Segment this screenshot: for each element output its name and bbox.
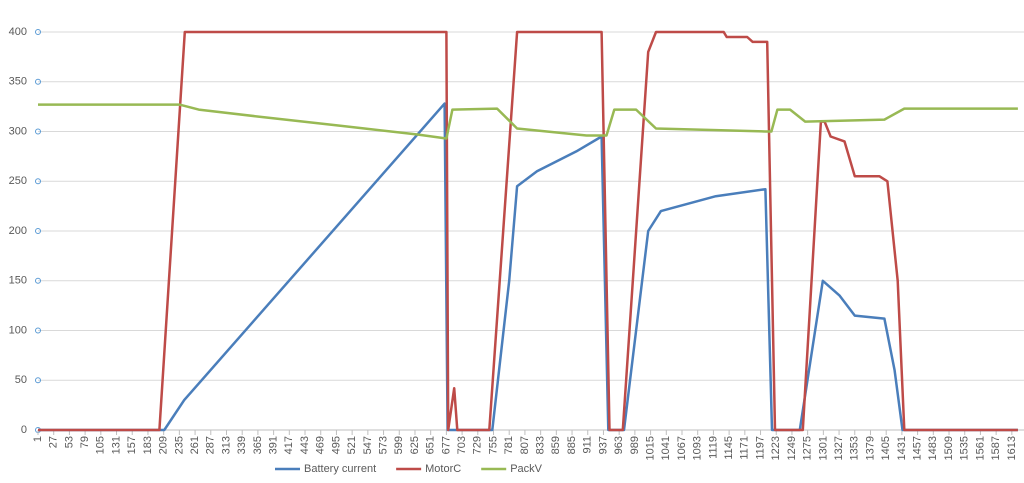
x-tick-label: 1197 xyxy=(754,436,766,460)
x-tick-label: 1015 xyxy=(644,436,656,460)
x-tick-label: 729 xyxy=(472,436,484,454)
x-tick-label: 1327 xyxy=(833,436,845,460)
x-tick-label: 261 xyxy=(189,436,201,454)
x-tick-label: 963 xyxy=(613,436,625,454)
y-tick-label: 300 xyxy=(9,125,27,137)
y-tick-label: 400 xyxy=(9,26,27,38)
x-tick-label: 1119 xyxy=(707,436,719,459)
x-tick-label: 651 xyxy=(425,436,437,454)
y-tick-label: 50 xyxy=(15,374,27,386)
x-tick-label: 937 xyxy=(597,436,609,454)
series-line xyxy=(38,30,1018,432)
y-tick-marker xyxy=(35,29,41,35)
x-tick-label: 885 xyxy=(566,436,578,454)
x-tick-label: 417 xyxy=(283,436,295,454)
x-tick-label: 391 xyxy=(268,436,280,454)
y-tick-marker xyxy=(35,277,41,284)
x-tick-label: 209 xyxy=(158,436,170,454)
x-tick-label: 1171 xyxy=(739,436,751,460)
legend-label: PackV xyxy=(510,463,542,475)
x-tick-label: 495 xyxy=(330,436,342,454)
x-tick-label: 1509 xyxy=(943,436,955,460)
y-tick-label: 200 xyxy=(9,225,27,237)
series-line xyxy=(38,103,1018,140)
x-tick-label: 1535 xyxy=(959,436,971,460)
x-tick-label: 1067 xyxy=(676,436,688,460)
y-tick-marker xyxy=(35,377,41,384)
x-tick-label: 1301 xyxy=(817,436,829,460)
x-tick-label: 1405 xyxy=(880,436,892,460)
x-tick-label: 859 xyxy=(550,436,562,454)
y-tick-label: 250 xyxy=(9,175,27,187)
x-tick-label: 755 xyxy=(487,436,499,454)
x-tick-label: 1275 xyxy=(802,436,814,460)
x-tick-label: 1223 xyxy=(770,436,782,460)
x-tick-label: 1613 xyxy=(1006,436,1018,460)
x-tick-label: 1093 xyxy=(692,436,704,460)
x-tick-label: 183 xyxy=(142,436,154,454)
x-tick-label: 807 xyxy=(519,436,531,454)
x-tick-label: 131 xyxy=(110,436,122,454)
x-tick-label: 911 xyxy=(582,436,594,454)
x-tick-label: 1587 xyxy=(990,436,1002,460)
x-tick-label: 1145 xyxy=(723,436,735,460)
x-tick-label: 287 xyxy=(205,436,217,454)
x-tick-label: 989 xyxy=(629,436,641,454)
x-tick-label: 365 xyxy=(252,436,264,454)
y-tick-marker xyxy=(35,178,41,185)
x-tick-label: 105 xyxy=(95,436,107,454)
y-tick-marker xyxy=(35,78,41,85)
y-tick-label: 0 xyxy=(21,424,27,436)
legend-label: MotorC xyxy=(425,463,461,475)
x-tick-label: 1 xyxy=(32,436,44,442)
y-tick-label: 150 xyxy=(9,275,27,287)
x-tick-label: 1457 xyxy=(912,436,924,460)
x-tick-label: 53 xyxy=(63,436,75,448)
x-tick-label: 1379 xyxy=(864,436,876,460)
x-tick-label: 833 xyxy=(535,436,547,454)
x-tick-label: 1353 xyxy=(849,436,861,460)
x-tick-label: 521 xyxy=(346,436,358,454)
x-tick-label: 599 xyxy=(393,436,405,454)
series-line xyxy=(38,102,1018,432)
y-tick-marker xyxy=(35,327,41,334)
x-tick-label: 781 xyxy=(503,436,515,454)
x-tick-label: 1431 xyxy=(896,436,908,460)
x-tick-label: 703 xyxy=(456,436,468,454)
x-tick-label: 469 xyxy=(315,436,327,454)
x-tick-label: 339 xyxy=(236,436,248,454)
x-tick-label: 27 xyxy=(48,436,60,448)
x-tick-label: 573 xyxy=(377,436,389,454)
x-tick-label: 625 xyxy=(409,436,421,454)
x-tick-label: 1041 xyxy=(660,436,672,460)
x-tick-label: 443 xyxy=(299,436,311,454)
x-tick-label: 157 xyxy=(126,436,138,454)
x-tick-label: 79 xyxy=(79,436,91,448)
x-tick-label: 313 xyxy=(220,436,232,454)
x-tick-label: 677 xyxy=(440,436,452,454)
x-tick-label: 547 xyxy=(362,436,374,454)
y-tick-marker xyxy=(35,128,41,135)
x-tick-label: 235 xyxy=(173,436,185,454)
legend-label: Battery current xyxy=(304,463,376,475)
y-tick-label: 350 xyxy=(9,76,27,88)
x-tick-label: 1483 xyxy=(927,436,939,460)
y-tick-label: 100 xyxy=(9,324,27,336)
x-tick-label: 1561 xyxy=(974,436,986,460)
y-tick-marker xyxy=(35,228,41,234)
x-tick-label: 1249 xyxy=(786,436,798,460)
